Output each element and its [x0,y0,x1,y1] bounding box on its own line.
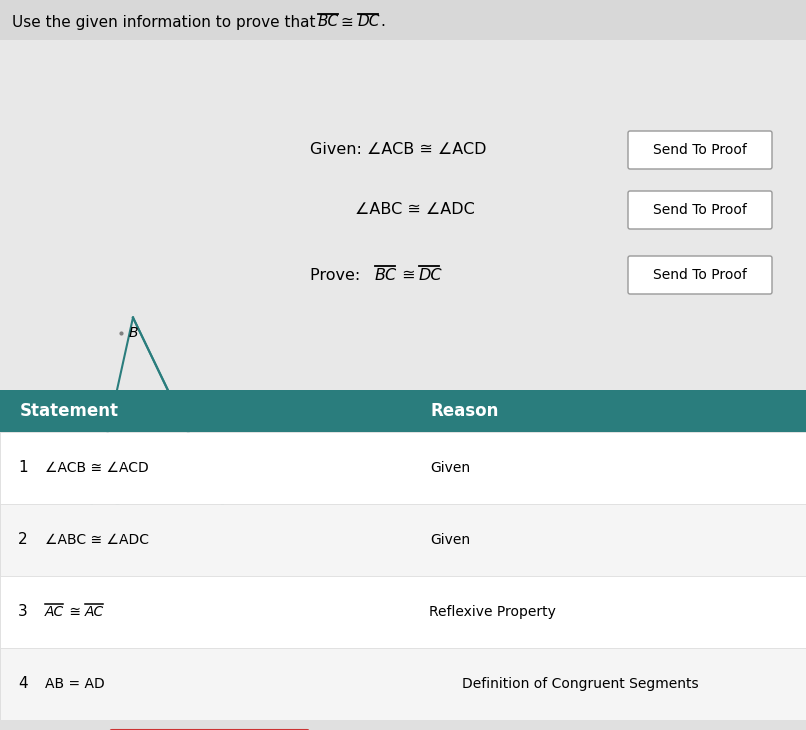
Text: Reflexive Property: Reflexive Property [429,605,556,619]
Text: B: B [128,326,138,339]
Text: Use the given information to prove that: Use the given information to prove that [12,15,320,29]
Text: Send To Proof: Send To Proof [653,203,747,217]
Text: Reason: Reason [430,402,498,420]
FancyBboxPatch shape [408,592,577,632]
Text: AC: AC [45,605,64,619]
Text: DC: DC [419,267,442,283]
Text: Send To Proof: Send To Proof [653,143,747,157]
Text: .: . [380,15,385,29]
Text: ≅: ≅ [65,605,85,619]
Text: Statement: Statement [20,402,119,420]
Text: BC: BC [375,267,397,283]
Text: Prove:: Prove: [310,267,365,283]
Bar [0,648,806,720]
Text: Given: ∠ACB ≅ ∠ACD: Given: ∠ACB ≅ ∠ACD [310,142,487,158]
FancyBboxPatch shape [408,520,492,560]
Text: 3: 3 [18,604,27,620]
Bar [0,390,806,432]
Text: BC: BC [318,15,339,29]
Text: ∠ABC ≅ ∠ADC: ∠ABC ≅ ∠ADC [45,533,149,547]
Bar [0,576,806,648]
Bar [0,504,806,576]
FancyBboxPatch shape [408,448,492,488]
FancyBboxPatch shape [408,664,752,704]
Bar [0,432,806,504]
FancyBboxPatch shape [628,256,772,294]
Text: Definition of Congruent Segments: Definition of Congruent Segments [462,677,698,691]
Text: ≅: ≅ [397,267,421,283]
Text: D: D [242,520,252,534]
Text: Given: Given [430,533,470,547]
Text: DC: DC [358,15,380,29]
Text: ∠ACB ≅ ∠ACD: ∠ACB ≅ ∠ACD [45,461,149,475]
Text: C: C [194,437,204,450]
Bar [0,720,806,730]
Text: 4: 4 [18,677,27,691]
Text: 1: 1 [18,461,27,475]
FancyBboxPatch shape [628,191,772,229]
Text: ∠ABC ≅ ∠ADC: ∠ABC ≅ ∠ADC [355,202,475,218]
Text: AB = AD: AB = AD [45,677,105,691]
Bar [0,40,806,390]
Text: Send To Proof: Send To Proof [653,268,747,282]
Text: 2: 2 [18,532,27,548]
Text: A: A [67,520,77,534]
FancyBboxPatch shape [628,131,772,169]
Text: ≅: ≅ [340,15,353,29]
Text: Given: Given [430,461,470,475]
Text: AC: AC [85,605,104,619]
